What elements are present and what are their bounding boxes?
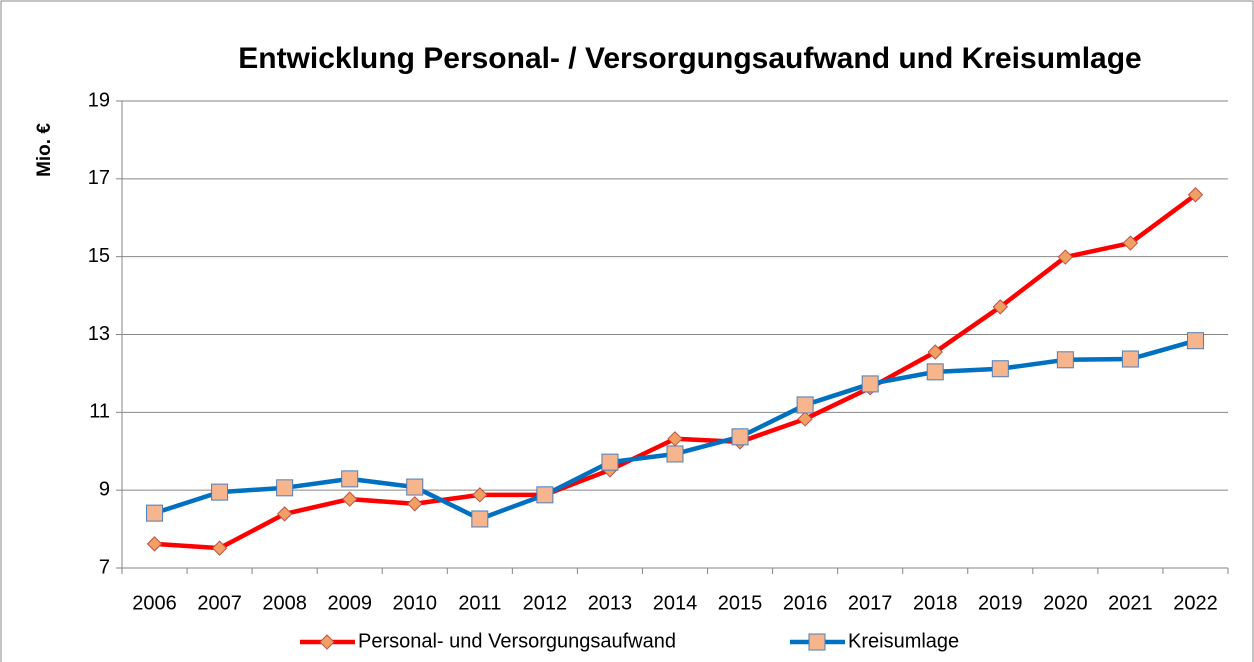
data-point [146, 536, 163, 552]
x-tick-label: 2009 [327, 592, 372, 614]
x-tick-label: 2008 [262, 592, 307, 614]
data-point [1056, 351, 1074, 369]
data-point [991, 360, 1009, 378]
x-tick-label: 2017 [848, 592, 893, 614]
chart-title: Entwicklung Personal- / Versorgungsaufwa… [238, 42, 1142, 75]
data-point [407, 496, 423, 512]
data-point [992, 299, 1008, 315]
y-tick-label: 17 [88, 167, 110, 189]
data-point [341, 470, 359, 488]
data-point [601, 453, 619, 471]
data-point [797, 411, 813, 427]
data-point [146, 504, 164, 522]
x-tick-label: 2010 [393, 592, 438, 614]
data-point [1121, 350, 1139, 368]
y-tick-label: 19 [88, 89, 110, 111]
x-tick-label: 2019 [978, 592, 1023, 614]
x-tick-label: 2014 [653, 592, 698, 614]
legend-label: Kreisumlage [848, 630, 959, 652]
legend-marker [319, 634, 335, 650]
data-point [1186, 332, 1204, 350]
x-tick-label: 2022 [1173, 592, 1218, 614]
y-tick-label: 9 [99, 478, 110, 500]
data-point [861, 375, 879, 393]
legend-marker [808, 633, 826, 651]
data-point [471, 510, 489, 528]
data-point [926, 363, 944, 381]
data-point [406, 478, 424, 496]
y-axis-label: Mio. € [34, 123, 55, 177]
data-point [731, 428, 749, 446]
data-point [1122, 235, 1139, 251]
data-point [536, 486, 554, 504]
y-tick-label: 11 [89, 401, 110, 423]
data-point [927, 344, 943, 360]
x-tick-label: 2006 [132, 592, 177, 614]
x-tick-label: 2007 [197, 592, 242, 614]
data-point [211, 540, 228, 556]
x-tick-label: 2018 [913, 592, 958, 614]
data-point [276, 479, 294, 497]
y-tick-label: 15 [88, 245, 110, 267]
x-tick-label: 2021 [1108, 592, 1153, 614]
data-point [666, 445, 684, 463]
y-tick-label: 7 [99, 556, 110, 578]
data-point [1187, 187, 1204, 203]
x-tick-label: 2015 [718, 592, 763, 614]
data-point [1057, 249, 1074, 265]
x-tick-label: 2016 [783, 592, 828, 614]
data-point [211, 483, 229, 501]
x-tick-label: 2020 [1043, 592, 1088, 614]
legend-label: Personal- und Versorgungsaufwand [358, 630, 676, 652]
data-point [276, 506, 293, 522]
x-tick-label: 2013 [588, 592, 633, 614]
data-point [472, 487, 488, 503]
data-point [341, 491, 358, 507]
x-tick-label: 2011 [458, 592, 501, 614]
y-tick-label: 13 [88, 323, 110, 345]
data-point [796, 396, 814, 414]
x-tick-label: 2012 [523, 592, 568, 614]
